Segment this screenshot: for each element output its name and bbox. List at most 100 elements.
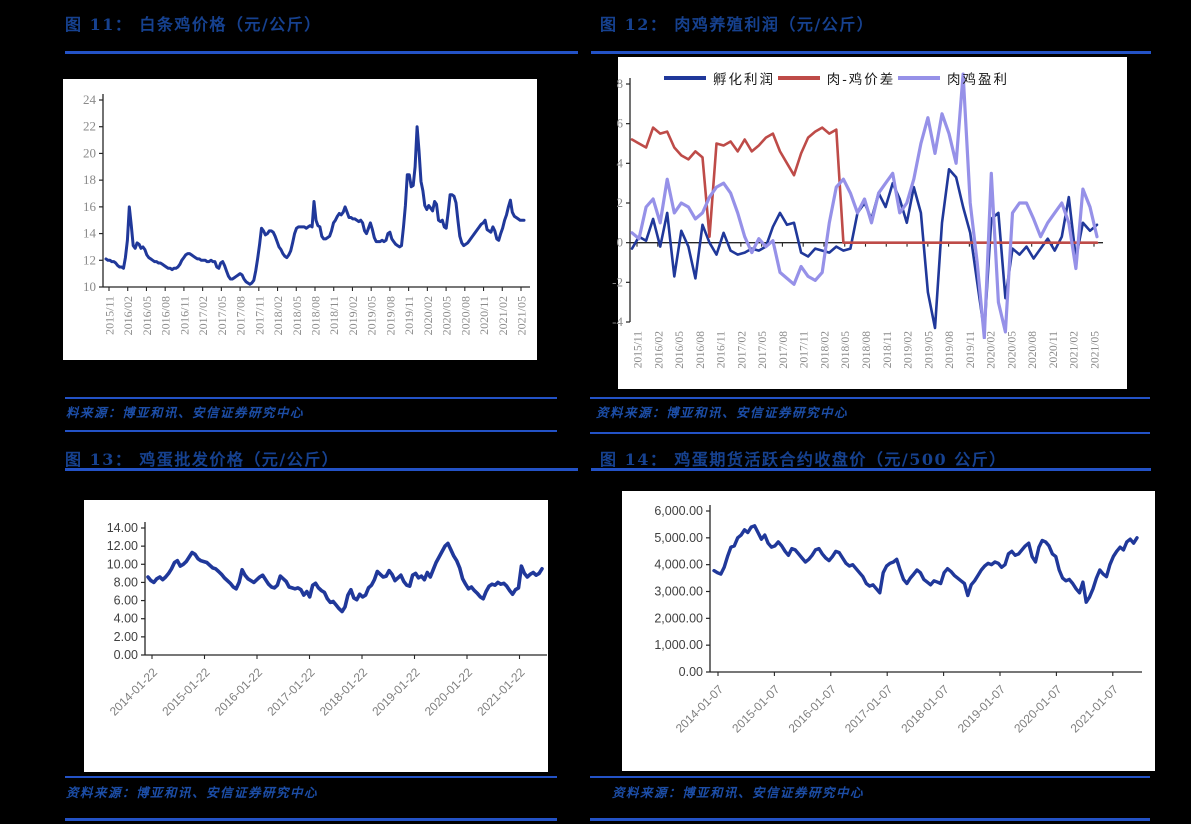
svg-text:2017/05: 2017/05 <box>215 296 229 335</box>
svg-text:4.00: 4.00 <box>114 612 138 626</box>
svg-text:2018/11: 2018/11 <box>882 331 894 369</box>
svg-text:2016/05: 2016/05 <box>674 331 686 369</box>
svg-text:2019/11: 2019/11 <box>402 296 416 335</box>
svg-text:2018/02: 2018/02 <box>819 331 831 369</box>
svg-text:12: 12 <box>83 252 96 267</box>
svg-text:3,000.00: 3,000.00 <box>654 585 703 599</box>
legend-entry-broiler-profit: 肉鸡盈利 <box>898 68 1009 88</box>
svg-text:2017/11: 2017/11 <box>799 331 811 369</box>
svg-text:2019/02: 2019/02 <box>346 296 360 335</box>
legend-label: 肉-鸡价差 <box>826 72 896 88</box>
figure-14-chart: 6,000.00 5,000.00 4,000.00 3,000.00 2,000.00… <box>622 491 1155 771</box>
svg-text:2020/02: 2020/02 <box>986 331 998 369</box>
svg-text:-2: -2 <box>612 274 623 289</box>
svg-text:2015/11: 2015/11 <box>103 296 117 335</box>
svg-text:2020/11: 2020/11 <box>477 296 491 335</box>
svg-text:2018/08: 2018/08 <box>861 331 873 369</box>
svg-text:2020/08: 2020/08 <box>458 296 472 335</box>
svg-text:2017/08: 2017/08 <box>234 296 248 335</box>
svg-text:2016/11: 2016/11 <box>177 296 191 335</box>
legend-entry-hatching-profit: 孵化利润 <box>664 68 775 88</box>
svg-text:2017/02: 2017/02 <box>196 296 210 335</box>
svg-text:2017/08: 2017/08 <box>778 331 790 369</box>
svg-text:2021/05: 2021/05 <box>515 296 529 335</box>
svg-text:6: 6 <box>617 116 624 131</box>
svg-text:2: 2 <box>617 195 624 210</box>
svg-text:2017/02: 2017/02 <box>736 331 748 369</box>
svg-text:5,000.00: 5,000.00 <box>654 531 703 545</box>
svg-text:2.00: 2.00 <box>114 630 138 644</box>
svg-text:2016/08: 2016/08 <box>159 296 173 335</box>
figure-13-chart: 14.0012.0010.008.006.004.002.000.002014-… <box>84 500 548 772</box>
legend-entry-meat-chick-spread: 肉-鸡价差 <box>777 68 896 88</box>
figure-13-title: 图 13： 鸡蛋批发价格（元/公斤） <box>65 450 340 469</box>
svg-text:2019/08: 2019/08 <box>944 331 956 369</box>
figure-14-source-rule-bottom <box>590 818 1150 821</box>
svg-text:0.00: 0.00 <box>679 665 703 679</box>
svg-text:2,000.00: 2,000.00 <box>654 611 703 625</box>
figure-11-title: 图 11： 白条鸡价格（元/公斤） <box>65 15 322 34</box>
svg-text:2020/05: 2020/05 <box>440 296 454 335</box>
svg-text:0: 0 <box>617 235 624 250</box>
figure-11-chart: 24 22 20 18 16 14 12 10 2015/11 2016/02 2016/05 201… <box>63 79 537 360</box>
svg-text:14.00: 14.00 <box>107 521 138 535</box>
figure-14-source-rule-top <box>590 776 1150 778</box>
svg-text:12.00: 12.00 <box>107 539 138 553</box>
svg-text:2017/11: 2017/11 <box>252 296 266 335</box>
svg-text:2021/02: 2021/02 <box>1069 331 1081 369</box>
figure-12-chart: 8 6 4 2 0 -2 -4 2015/11 2016/02 2016/05 2016/08 201… <box>612 57 1127 389</box>
svg-text:2019/05: 2019/05 <box>365 296 379 335</box>
svg-text:6.00: 6.00 <box>114 594 138 608</box>
svg-text:6,000.00: 6,000.00 <box>654 504 703 518</box>
legend-label: 肉鸡盈利 <box>947 72 1009 88</box>
figure-12-legend: 孵化利润 肉-鸡价差 肉鸡盈利 <box>664 68 1009 88</box>
svg-text:2020/11: 2020/11 <box>1048 331 1060 369</box>
svg-text:2021/05: 2021/05 <box>1090 331 1102 369</box>
figure-13-source-rule-top <box>65 776 557 778</box>
svg-text:4: 4 <box>617 155 624 170</box>
figure-13-title-rule <box>65 468 578 471</box>
svg-text:2019/08: 2019/08 <box>383 296 397 335</box>
svg-text:10: 10 <box>83 279 96 294</box>
figure-11-source: 料来源：博亚和讯、安信证券研究中心 <box>66 405 305 420</box>
figure-14-title-rule <box>591 468 1151 471</box>
svg-text:8.00: 8.00 <box>114 575 138 589</box>
svg-text:2020/02: 2020/02 <box>421 296 435 335</box>
svg-text:2016/11: 2016/11 <box>716 331 728 369</box>
figure-12-source: 资料来源：博亚和讯、安信证券研究中心 <box>596 405 849 420</box>
figure-12-source-rule-top <box>590 397 1150 399</box>
red-line-swatch-icon <box>777 75 820 81</box>
figure-14-title: 图 14： 鸡蛋期货活跃合约收盘价（元/500 公斤） <box>600 450 1007 469</box>
svg-text:-4: -4 <box>612 314 623 329</box>
figure-12-title: 图 12： 肉鸡养殖利润（元/公斤） <box>600 15 875 34</box>
figure-11-source-rule-bottom <box>65 430 557 432</box>
svg-text:20: 20 <box>83 145 96 160</box>
svg-text:2018/08: 2018/08 <box>309 296 323 335</box>
svg-text:2016/02: 2016/02 <box>121 296 135 335</box>
svg-text:1,000.00: 1,000.00 <box>654 638 703 652</box>
svg-text:16: 16 <box>83 199 97 214</box>
purple-line-swatch-icon <box>898 75 940 81</box>
svg-text:2020/05: 2020/05 <box>1006 331 1018 369</box>
svg-text:2021/02: 2021/02 <box>496 296 510 335</box>
svg-text:14: 14 <box>83 226 97 241</box>
svg-text:2019/11: 2019/11 <box>965 331 977 369</box>
svg-text:0.00: 0.00 <box>114 648 138 662</box>
svg-text:2016/08: 2016/08 <box>695 331 707 369</box>
figure-12-source-rule-bottom <box>590 432 1150 434</box>
svg-text:2016/02: 2016/02 <box>653 331 665 369</box>
svg-text:2018/11: 2018/11 <box>327 296 341 335</box>
figure-14-source: 资料来源：博亚和讯、安信证券研究中心 <box>612 785 865 800</box>
svg-text:2018/05: 2018/05 <box>840 331 852 369</box>
svg-text:2018/05: 2018/05 <box>290 296 304 335</box>
legend-label: 孵化利润 <box>713 72 775 88</box>
svg-text:2016/05: 2016/05 <box>140 296 154 335</box>
svg-text:18: 18 <box>83 172 96 187</box>
svg-text:24: 24 <box>83 92 97 107</box>
navy-line-swatch-icon <box>664 75 706 81</box>
svg-text:2019/05: 2019/05 <box>923 331 935 369</box>
svg-text:8: 8 <box>617 76 624 91</box>
svg-text:2015/11: 2015/11 <box>633 331 645 369</box>
figure-13-source: 资料来源：博亚和讯、安信证券研究中心 <box>66 785 319 800</box>
